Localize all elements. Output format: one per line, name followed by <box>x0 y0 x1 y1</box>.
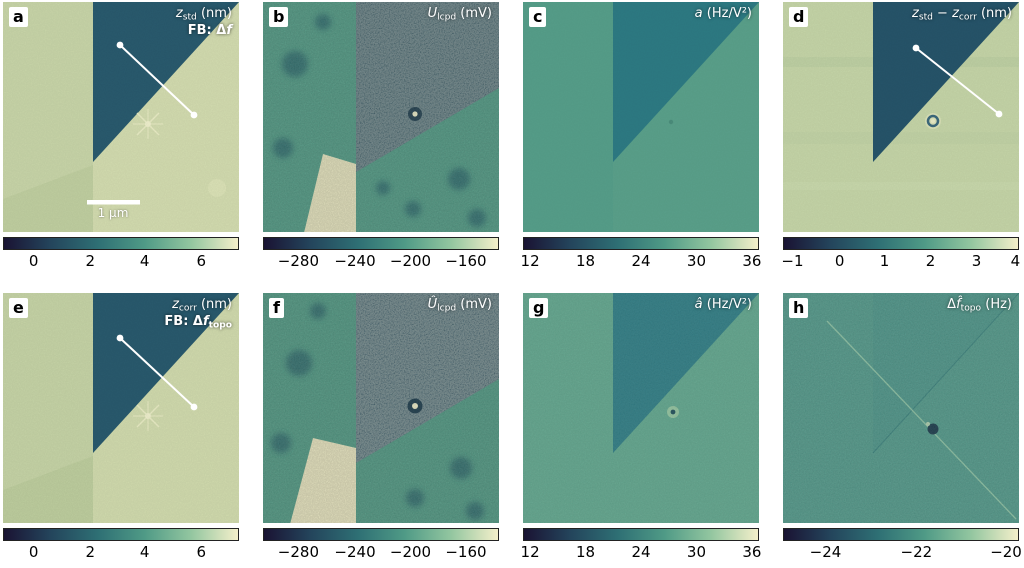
cpd-map <box>263 2 499 232</box>
panel-e-image: e zcorr (nm) FB: Δftopo <box>3 293 239 523</box>
colorbar-tick: 0 <box>28 543 39 561</box>
panel-b-image: b Ulcpd (mV) <box>263 2 499 232</box>
colorbar-tick: 18 <box>575 543 596 561</box>
panel-a: a zstd (nm) FB: Δf 1 μm 0 2 4 6 <box>3 2 239 273</box>
colorbar <box>3 528 239 541</box>
colorbar-tick: 6 <box>196 252 207 270</box>
panel-title: Ûlcpd (mV) <box>427 297 492 314</box>
panel-letter: e <box>9 298 28 318</box>
panel-g: g â (Hz/V²) 12 18 24 30 36 <box>520 293 762 564</box>
colorbar-tick: −22 <box>900 543 933 561</box>
colorbar-tick: 0 <box>834 252 845 270</box>
colorbar-tick: 6 <box>196 543 207 561</box>
cpd-map <box>263 293 499 523</box>
colorbar-tick: 1 <box>879 252 890 270</box>
panel-c-image: c a (Hz/V²) <box>523 2 759 232</box>
colorbar-ticks: −280 −240 −200 −160 <box>263 542 499 564</box>
colorbar-ticks: −280 −240 −200 −160 <box>263 251 499 273</box>
panel-letter: g <box>529 298 549 318</box>
colorbar-tick: 36 <box>742 252 762 270</box>
panel-title: zstd (nm) <box>175 6 232 23</box>
colorbar-ticks: 12 18 24 30 36 <box>520 542 762 564</box>
colorbar-ticks: −1 0 1 2 3 4 <box>781 251 1021 273</box>
colorbar-tick: −280 <box>277 543 319 561</box>
topography-map <box>3 2 239 232</box>
scale-bar-label: 1 μm <box>97 206 129 220</box>
colorbar-ticks: 0 2 4 6 <box>3 542 239 564</box>
panel-title: Ulcpd (mV) <box>427 6 492 23</box>
colorbar-tick: 12 <box>520 543 540 561</box>
colorbar-tick: 4 <box>1010 252 1021 270</box>
colorbar <box>3 237 239 250</box>
colorbar-tick: 24 <box>631 252 651 270</box>
colorbar-ticks: 0 2 4 6 <box>3 251 239 273</box>
panel-title: zcorr (nm) <box>172 297 232 314</box>
colorbar-tick: −200 <box>389 252 432 270</box>
feedback-label: FB: Δf <box>187 23 232 38</box>
colorbar <box>783 237 1019 250</box>
difference-map <box>783 2 1019 232</box>
frequency-shift-map <box>783 293 1019 523</box>
panel-b: b Ulcpd (mV) −280 −240 −200 −160 <box>263 2 499 273</box>
panel-d-image: d zstd − zcorr (nm) <box>783 2 1019 232</box>
curvature-map <box>523 2 759 232</box>
colorbar-ticks: 12 18 24 30 36 <box>520 251 762 273</box>
colorbar-tick: 0 <box>28 252 39 270</box>
profile-line <box>912 44 1003 118</box>
panel-f: f Ûlcpd (mV) −280 −240 −200 −160 <box>263 293 499 564</box>
colorbar-tick: 30 <box>686 252 706 270</box>
panel-letter: a <box>9 7 28 27</box>
colorbar-tick: 4 <box>139 252 150 270</box>
colorbar-tick: −240 <box>334 543 376 561</box>
colorbar-tick: 2 <box>925 252 936 270</box>
panel-g-image: g â (Hz/V²) <box>523 293 759 523</box>
panel-letter: b <box>269 7 289 27</box>
profile-line <box>116 334 198 411</box>
colorbar-tick: 12 <box>520 252 540 270</box>
colorbar <box>523 237 759 250</box>
colorbar-tick: 24 <box>631 543 651 561</box>
colorbar-tick: 3 <box>971 252 982 270</box>
panel-c: c a (Hz/V²) 12 18 24 30 36 <box>520 2 762 273</box>
colorbar-tick: −280 <box>277 252 319 270</box>
colorbar-tick: −24 <box>809 543 842 561</box>
colorbar-ticks: −24 −22 −20 <box>783 542 1022 564</box>
colorbar <box>263 237 499 250</box>
panel-letter: f <box>269 298 284 318</box>
colorbar-tick: −240 <box>334 252 376 270</box>
colorbar-tick: −160 <box>445 543 487 561</box>
panel-title: Δf̂topo (Hz) <box>947 297 1012 314</box>
colorbar <box>783 528 1019 541</box>
colorbar-tick: 18 <box>575 252 596 270</box>
panel-d: d zstd − zcorr (nm) −1 0 1 2 3 4 <box>781 2 1021 273</box>
colorbar-tick: 4 <box>139 543 150 561</box>
colorbar <box>263 528 499 541</box>
colorbar-tick: −200 <box>389 543 432 561</box>
colorbar <box>523 528 759 541</box>
panel-letter: c <box>529 7 547 27</box>
colorbar-tick: 30 <box>686 543 706 561</box>
colorbar-tick: −160 <box>445 252 487 270</box>
feedback-label: FB: Δftopo <box>164 314 232 331</box>
panel-h: h Δf̂topo (Hz) −24 −22 −20 <box>783 293 1022 564</box>
panel-a-image: a zstd (nm) FB: Δf 1 μm <box>3 2 239 232</box>
colorbar-tick: −20 <box>990 543 1022 561</box>
panel-h-image: h Δf̂topo (Hz) <box>783 293 1019 523</box>
curvature-map <box>523 293 759 523</box>
panel-title: â (Hz/V²) <box>694 297 752 312</box>
topography-map <box>3 293 239 523</box>
panel-title: a (Hz/V²) <box>694 6 752 21</box>
scale-bar <box>87 200 140 205</box>
panel-f-image: f Ûlcpd (mV) <box>263 293 499 523</box>
panel-letter: h <box>789 298 809 318</box>
panel-title: zstd − zcorr (nm) <box>912 6 1012 23</box>
profile-line <box>116 41 198 119</box>
colorbar-tick: 2 <box>85 252 96 270</box>
colorbar-tick: −1 <box>781 252 804 270</box>
colorbar-tick: 2 <box>85 543 96 561</box>
panel-e: e zcorr (nm) FB: Δftopo 0 2 4 6 <box>3 293 239 564</box>
colorbar-tick: 36 <box>742 543 762 561</box>
panel-letter: d <box>789 7 809 27</box>
